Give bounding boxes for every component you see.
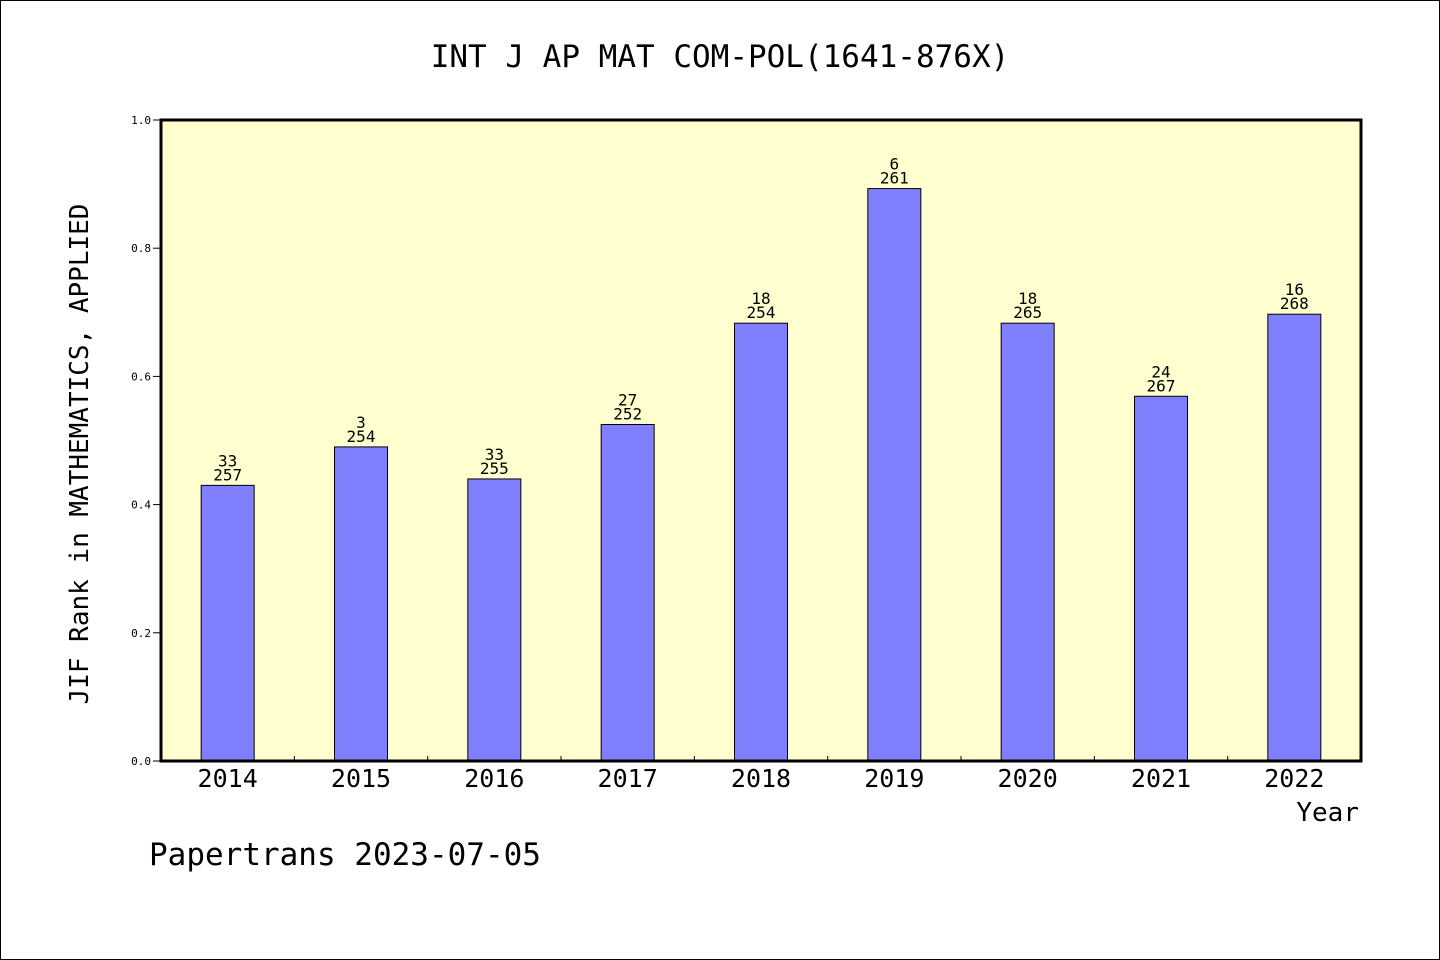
x-axis: 2014 2015 2016 2017 2018 2019 2020 2021 2022: [198, 756, 1324, 793]
bar: [600, 423, 655, 762]
bar-total-label: 268: [1280, 294, 1309, 313]
y-tick-label: 1.0: [131, 114, 151, 127]
bar-series: 3325732543325527252182546261182652426716…: [200, 155, 1322, 762]
bar-rank-label: 6: [890, 155, 900, 174]
chart-title: INT J AP MAT COM-POL(1641-876X): [431, 39, 1010, 75]
bar-rank-label: 33: [218, 451, 237, 470]
bar: [1267, 313, 1322, 762]
y-axis: 0.0 0.2 0.4 0.6 0.8 1.0: [131, 114, 161, 768]
bar: [734, 322, 788, 762]
x-tick-label: 2020: [998, 764, 1058, 793]
bar: [1134, 395, 1188, 762]
x-tick-label: 2019: [864, 764, 924, 793]
bar-total-label: 255: [480, 459, 509, 478]
bar-total-label: 252: [613, 404, 642, 423]
y-tick-label: 0.2: [131, 627, 151, 640]
x-tick-label: 2014: [198, 764, 258, 793]
x-tick-label: 2015: [331, 764, 391, 793]
y-tick-label: 0.0: [131, 755, 151, 768]
bar-rank-label: 16: [1285, 280, 1304, 299]
bar-rank-label: 18: [1018, 289, 1037, 308]
bar: [467, 478, 522, 762]
bar-rank-label: 18: [751, 289, 770, 308]
bar-total-label: 254: [347, 427, 376, 446]
bar: [1000, 322, 1055, 762]
bar-rank-label: 24: [1151, 362, 1170, 381]
x-tick-label: 2022: [1264, 764, 1324, 793]
bar-total-label: 265: [1013, 303, 1042, 322]
bar-rank-label: 27: [618, 390, 637, 409]
bar: [334, 446, 388, 762]
y-tick-label: 0.6: [131, 370, 151, 383]
y-axis-label: JIF Rank in MATHEMATICS, APPLIED: [65, 204, 95, 705]
bar: [867, 188, 922, 762]
bar-total-label: 254: [747, 303, 776, 322]
bar-rank-label: 33: [485, 445, 504, 464]
y-tick-label: 0.4: [131, 499, 151, 512]
x-tick-label: 2021: [1131, 764, 1191, 793]
bar-total-label: 261: [880, 169, 909, 188]
x-tick-label: 2016: [464, 764, 524, 793]
x-tick-label: 2018: [731, 764, 791, 793]
y-tick-label: 0.8: [131, 242, 151, 255]
bar-rank-label: 3: [356, 413, 366, 432]
source-watermark: Papertrans 2023-07-05: [149, 837, 541, 873]
plot-frame: [159, 118, 1363, 763]
bar-total-label: 257: [213, 465, 242, 484]
x-tick-label: 2017: [598, 764, 658, 793]
x-axis-label: Year: [1296, 798, 1359, 828]
bar: [200, 484, 255, 762]
bar-total-label: 267: [1147, 376, 1176, 395]
